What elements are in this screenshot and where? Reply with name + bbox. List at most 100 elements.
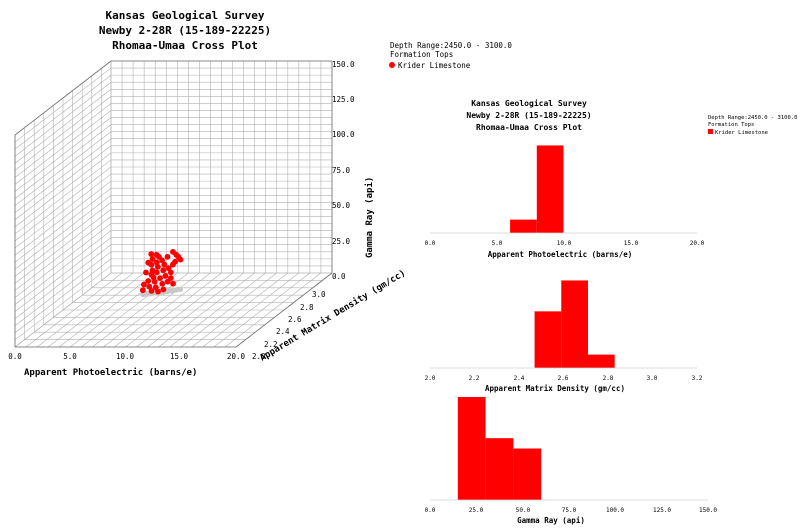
histogram-legend-marker-krider-limestone [708,129,713,134]
legend-formation-tops: Formation Tops [390,50,453,59]
photoelectric-tick-label: 10.0 [557,240,572,247]
histogram-bar [510,219,537,233]
data-point [149,256,156,262]
histogram-panel: Kansas Geological Survey Newby 2-28R (15… [425,98,798,525]
left-wall-grid-line [14,67,112,143]
x-tick-label: 20.0 [227,352,246,361]
matrix-density-tick-label: 2.2 [469,375,480,382]
histogram-title-line-3: Rhomaa-Umaa Cross Plot [476,123,582,132]
z-tick-label: 2.2 [264,340,278,349]
floor-projection-point [177,286,184,292]
left-wall-grid-line [14,96,112,171]
histogram-bar [536,145,564,233]
cross-plot-y-ticks: 0.0 25.0 50.0 75.0 100.0 125.0 150.0 [332,60,355,281]
y-tick-label: 100.0 [332,130,355,139]
x-tick-label: 5.0 [63,352,77,361]
data-point [160,267,167,274]
data-point [170,248,176,255]
left-wall-grid-line [14,195,112,270]
y-tick-label: 0.0 [332,272,346,281]
legend-entry-krider-limestone: Krider Limestone [398,61,471,70]
gamma-ray-tick-label: 100.0 [606,507,624,514]
z-tick-label: 2.4 [276,327,290,336]
left-wall-grid-line [14,124,112,199]
left-wall-grid-line [14,258,112,334]
left-wall-grid-line [14,103,112,178]
cross-plot-title-line-2: Newby 2-28R (15-189-22225) [99,24,271,37]
data-point [155,288,161,295]
histogram-title-line-2: Newby 2-28R (15-189-22225) [466,111,591,120]
data-point [177,256,184,263]
cross-plot-legend: Depth Range:2450.0 - 3100.0 Formation To… [389,41,512,70]
floor-projection-point [170,287,176,293]
x-tick-label: 15.0 [170,352,189,361]
data-point [141,281,147,288]
histogram-legend-entry-krider-limestone: Krider Limestone [715,130,768,136]
cross-plot-x-axis-label: Apparent Photoelectric (barns/e) [24,367,197,378]
cross-plot-points [139,248,184,295]
data-point [153,269,160,276]
left-wall-grid-line [14,265,112,341]
gamma-ray-tick-label: 50.0 [516,507,531,514]
frame-edge [235,272,333,348]
data-point [164,278,171,285]
left-wall-grid-line [14,117,112,192]
data-point [154,263,161,270]
data-point [172,258,179,265]
data-point [170,280,176,287]
photoelectric-tick-label: 0.0 [425,240,436,247]
z-tick-label: 3.0 [312,290,326,299]
gamma-ray-tick-label: 125.0 [653,507,671,514]
data-point [160,286,167,293]
matrix-density-tick-label: 2.0 [425,375,436,382]
left-wall-grid-line [14,152,112,228]
data-point [139,287,146,294]
y-tick-label: 150.0 [332,60,355,69]
gamma-ray-tick-label: 75.0 [562,507,577,514]
left-wall-grid-line [14,89,112,164]
data-point [157,275,163,282]
y-tick-label: 125.0 [332,95,355,104]
x-tick-label: 0.0 [8,352,22,361]
legend-marker-krider-limestone [389,62,395,68]
left-wall-grid-line [14,223,112,298]
cross-plot-z-ticks: 2.0 2.2 2.4 2.6 2.8 3.0 [252,290,326,361]
histogram-legend-formation-tops: Formation Tops [708,122,754,128]
data-point [164,253,171,260]
histogram-bar [485,438,514,500]
left-wall-grid-line [14,272,112,348]
histogram-bar [534,311,562,368]
cross-plot-3d: Kansas Geological Survey Newby 2-28R (15… [8,9,512,378]
data-point [143,269,149,276]
cross-plot-grid [14,60,333,348]
left-wall-grid-line [14,237,112,312]
data-point [161,261,168,268]
left-wall-grid-line [14,138,112,213]
data-point [167,269,174,276]
histogram-photoelectric-bars [510,145,564,233]
matrix-density-tick-label: 2.8 [603,375,614,382]
matrix-density-axis-label: Apparent Matrix Density (gm/cc) [485,384,625,393]
y-tick-label: 50.0 [332,201,351,210]
cross-plot-y-axis-label: Gamma Ray (api) [364,177,375,258]
data-point [148,261,155,268]
y-tick-label: 75.0 [332,166,351,175]
left-wall-grid-line [14,110,112,185]
left-wall-grid-line [14,81,112,157]
z-tick-label: 2.6 [288,315,302,324]
data-point [148,287,155,294]
z-tick-label: 2.8 [300,303,314,312]
left-wall-grid-line [14,131,112,206]
data-point [148,251,155,257]
data-point [145,278,152,284]
cross-plot-x-ticks: 0.0 5.0 10.0 15.0 20.0 [8,352,245,361]
floor-projection-point [165,288,171,295]
left-wall-grid-line [14,216,112,291]
photoelectric-axis-label: Apparent Photoelectric (barns/e) [488,250,633,259]
histogram-photoelectric: 0.0 5.0 10.0 15.0 20.0 Apparent Photoele… [425,145,705,259]
histogram-bar [587,354,615,368]
histogram-title-line-1: Kansas Geological Survey [471,98,587,108]
x-tick-label: 10.0 [116,352,135,361]
left-wall-grid-line [14,166,112,242]
frame-edge [14,60,112,136]
